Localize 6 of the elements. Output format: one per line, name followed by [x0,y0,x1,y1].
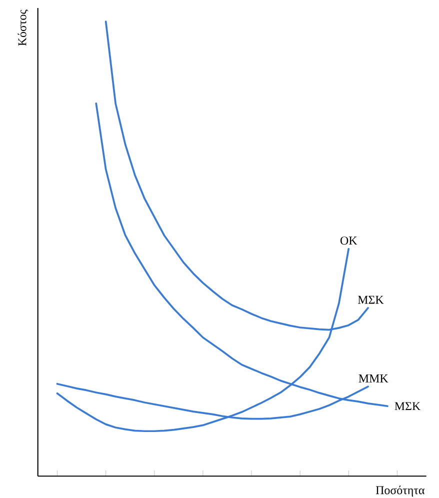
x-axis-title: Ποσότητα [376,486,424,497]
series-label: ΜΣΚ [358,296,384,304]
y-axis-title: Κόστος [18,10,28,46]
series-label: ΟΚ [340,236,358,245]
series-label: ΜΜΚ [358,374,388,382]
series-label: ΜΣΚ [394,402,420,410]
